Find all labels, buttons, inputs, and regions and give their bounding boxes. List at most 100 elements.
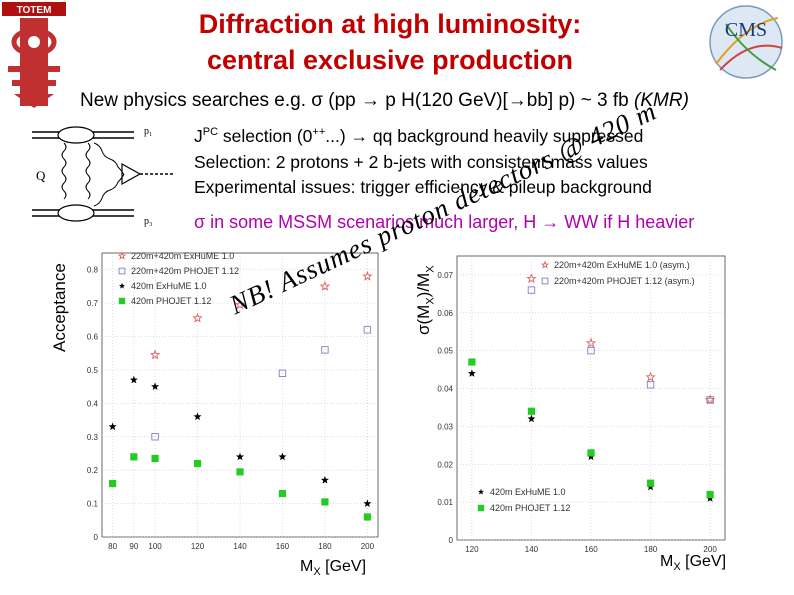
- title-line-1: Diffraction at high luminosity:: [198, 9, 582, 39]
- data-point: [585, 337, 597, 348]
- data-point: [151, 454, 159, 463]
- subheading-process: (pp → p H(120 GeV)[→bb] p) ~ 3 fb: [323, 90, 635, 111]
- data-point: [587, 346, 595, 355]
- data-point: [151, 382, 160, 390]
- data-point: [645, 371, 656, 382]
- label-p1: p₁: [144, 126, 153, 137]
- legend-marker: [540, 260, 550, 269]
- rx-label-unit: [GeV]: [680, 553, 727, 570]
- legend-marker: [119, 282, 125, 289]
- data-point: [149, 349, 161, 360]
- acceptance-x-label: MX [GeV]: [300, 558, 366, 578]
- y-tick-label: 0.4: [87, 399, 99, 408]
- bullet-mssm: σ in some MSSM scenarios much larger, H …: [194, 212, 695, 232]
- rx-label-m: M: [660, 553, 674, 570]
- y-tick-label: 0.3: [87, 433, 99, 442]
- x-tick-label: 200: [361, 542, 375, 551]
- x-tick-label: 160: [584, 545, 598, 554]
- y-tick-label: 0.02: [437, 460, 453, 469]
- legend-entry: 220m+420m PHOJET 1.12 (asym.): [554, 276, 695, 286]
- data-point: [646, 479, 655, 487]
- y-tick-label: 0.07: [437, 271, 453, 280]
- data-point: [236, 468, 244, 476]
- data-point: [320, 476, 329, 484]
- data-point: [363, 499, 372, 507]
- y-tick-label: 0.6: [87, 333, 99, 342]
- data-point: [278, 369, 287, 377]
- jpc-j: J: [194, 126, 203, 146]
- y-tick-label: 0.7: [87, 299, 99, 308]
- y-tick-label: 0.2: [87, 466, 99, 475]
- cms-logo-text: CMS: [725, 19, 767, 41]
- bullet-jpc: JPC selection (0++...) → qq background h…: [194, 126, 643, 147]
- data-point: [706, 396, 714, 404]
- rx-label-sub: X: [673, 561, 681, 574]
- data-point: [236, 452, 244, 461]
- data-point: [527, 407, 536, 415]
- cms-logo-graphic: CMS: [709, 5, 783, 79]
- x-tick-label: 160: [276, 542, 290, 551]
- totem-logo-graphic: TOTEM: [2, 2, 66, 108]
- legend-entry: 220m+420m ExHuME 1.0 (asym.): [554, 260, 690, 270]
- data-point: [467, 369, 476, 377]
- legend-entry: 220m+420m ExHuME 1.0: [131, 251, 234, 261]
- totem-logo: TOTEM: [2, 2, 66, 110]
- label-Q: Q: [36, 168, 46, 183]
- x-tick-label: 140: [233, 542, 247, 551]
- x-label-unit: [GeV]: [320, 558, 367, 575]
- title-line-2: central exclusive production: [206, 45, 574, 75]
- x-tick-label: 100: [148, 542, 162, 551]
- y-tick-label: 0.03: [437, 422, 453, 431]
- x-tick-label: 180: [644, 545, 658, 554]
- subheading-citation: (KMR): [634, 90, 689, 111]
- legend-entry: 420m ExHuME 1.0: [131, 281, 207, 291]
- jpc-rest: selection (0: [218, 126, 313, 146]
- data-point: [468, 358, 476, 366]
- legend-entry: 420m PHOJET 1.12: [131, 296, 211, 306]
- cms-logo: CMS: [706, 4, 786, 80]
- y-tick-label: 0: [449, 536, 454, 545]
- data-point: [278, 452, 287, 461]
- subheading-prefix: New physics searches e.g.: [80, 90, 312, 111]
- y-tick-label: 0.1: [87, 500, 99, 509]
- data-point: [108, 422, 117, 431]
- y-tick-label: 0: [94, 533, 99, 542]
- label-p3: p₃: [144, 216, 153, 227]
- legend-entry: 420m PHOJET 1.12: [490, 503, 570, 513]
- x-tick-label: 120: [465, 545, 479, 554]
- data-point: [527, 414, 536, 423]
- legend-entry: 420m ExHuME 1.0: [490, 487, 566, 497]
- legend-marker: [541, 277, 549, 285]
- legend-marker: [118, 267, 126, 275]
- legend-marker: [477, 504, 485, 512]
- y-tick-label: 0.8: [87, 266, 99, 275]
- data-point: [706, 490, 714, 499]
- data-point: [109, 479, 117, 488]
- cross-section-y-label: σ(MX)/MX: [414, 265, 436, 335]
- data-point: [321, 498, 329, 506]
- y-label-sub2: X: [424, 265, 437, 273]
- y-tick-label: 0.05: [437, 347, 453, 356]
- slide-title: Diffraction at high luminosity: central …: [150, 6, 630, 78]
- y-label-a: σ(M: [414, 304, 433, 335]
- cross-section-chart: 0 0.01 0.02 0.03 0.04 0.05 0.06 0.07 120 140 160 18…: [437, 255, 726, 554]
- jpc-sup: PC: [202, 126, 219, 139]
- cross-section-x-label: MX [GeV]: [660, 553, 726, 573]
- data-point: [193, 459, 202, 468]
- x-tick-label: 90: [129, 542, 138, 551]
- data-point: [646, 381, 655, 389]
- x-label-m: M: [300, 558, 314, 575]
- legend-marker: [478, 488, 484, 495]
- data-point: [151, 433, 159, 441]
- jpc-tail: ...) → qq background heavily suppressed: [325, 126, 644, 146]
- sigma-symbol: σ: [311, 90, 323, 111]
- bullet-issues: Experimental issues: trigger efficiency …: [194, 177, 652, 197]
- subheading: New physics searches e.g. σ (pp → p H(12…: [80, 90, 689, 112]
- legend-marker: [117, 251, 127, 260]
- acceptance-chart: 0 0.1 0.2 0.3 0.4 0.5 0.6 0.7 0.8 80 90 100 120 140 16…: [87, 251, 379, 551]
- y-label-sub1: X: [424, 297, 437, 305]
- y-tick-label: 0.01: [437, 498, 453, 507]
- x-tick-label: 140: [525, 545, 539, 554]
- y-tick-label: 0.06: [437, 309, 453, 318]
